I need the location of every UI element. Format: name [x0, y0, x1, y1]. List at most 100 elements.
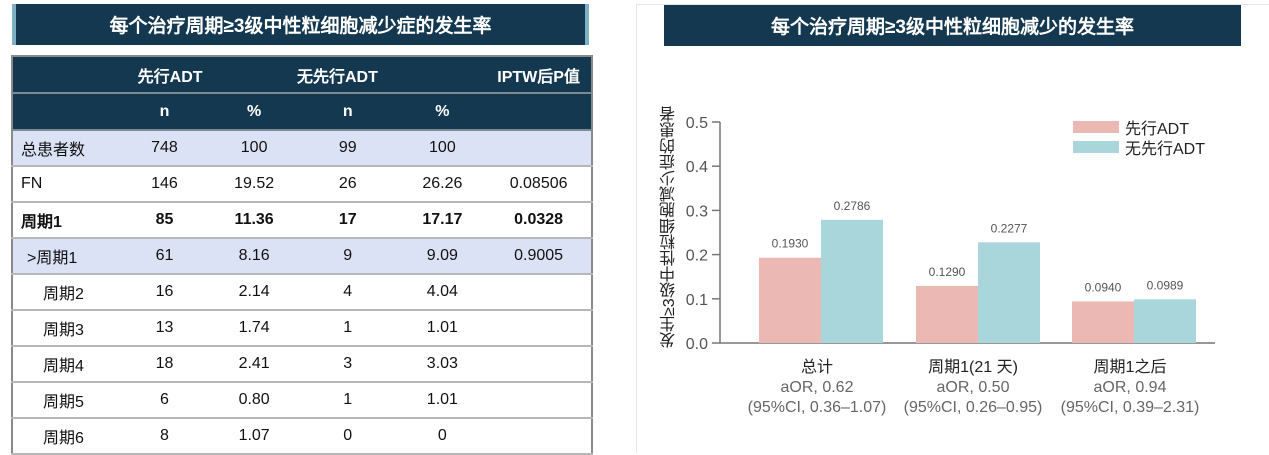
x-category-cycle1: 周期1(21 天) aOR, 0.50 (95%CI, 0.26–0.95)	[893, 358, 1053, 418]
bar-value-label: 0.0940	[1085, 280, 1122, 294]
cell-pval	[486, 274, 592, 311]
cell-n1: 16	[117, 274, 212, 311]
cell-p2: 4.04	[398, 274, 487, 311]
y-axis-label: 发生≥3级中性粒细胞减少症的患者	[661, 106, 678, 348]
cell-p2: 9.09	[398, 238, 487, 275]
bar	[821, 219, 883, 343]
cell-n2: 4	[297, 274, 399, 311]
cell-n1: 146	[117, 166, 212, 203]
cell-n1: 85	[117, 202, 212, 239]
y-tick-label: 0.1	[686, 292, 708, 309]
bar	[1072, 301, 1134, 343]
cell-p2: 26.26	[398, 166, 487, 203]
cell-n2: 1	[297, 382, 399, 419]
bar-value-label: 0.0989	[1147, 278, 1184, 292]
header-row-sub: n % n %	[12, 93, 592, 131]
bar	[759, 257, 821, 343]
subheader-n1: n	[117, 93, 212, 131]
category-ci: (95%CI, 0.36–1.07)	[747, 399, 887, 416]
cell-label: 周期6	[12, 418, 118, 455]
cell-label: 周期4	[12, 346, 118, 383]
table-row: 周期4 18 2.41 3 3.03	[12, 346, 592, 383]
legend-label: 无先行ADT	[1125, 141, 1206, 158]
category-name: 周期1(21 天)	[928, 359, 1018, 376]
chart-panel	[636, 4, 1269, 453]
cell-n2: 17	[297, 202, 399, 239]
cell-n2: 3	[297, 346, 399, 383]
header-iptw-p: IPTW后P值	[486, 56, 592, 94]
subheader-p2: %	[398, 93, 487, 131]
table-row: 总患者数 748 100 99 100	[12, 130, 592, 167]
legend-item-prior-adt: 先行ADT	[1073, 117, 1205, 138]
bar-value-label: 0.2277	[991, 221, 1028, 235]
table-row: 周期2 16 2.14 4 4.04	[12, 274, 592, 311]
cell-p2: 1.01	[398, 310, 487, 347]
cell-p1: 100	[211, 130, 297, 167]
legend-swatch-no-prior-adt	[1073, 141, 1119, 153]
y-tick-label: 0.3	[686, 203, 708, 220]
y-tick-label: 0.5	[686, 115, 708, 132]
cell-pval	[486, 382, 592, 419]
cell-label: FN	[12, 166, 118, 203]
header-row-groups: 先行ADT 无先行ADT IPTW后P值	[12, 56, 592, 94]
cell-n1: 18	[117, 346, 212, 383]
cell-pval	[486, 346, 592, 383]
category-aor: aOR, 0.94	[1093, 379, 1167, 396]
category-name: 总计	[800, 359, 833, 376]
category-aor: aOR, 0.50	[936, 379, 1010, 396]
cell-pval: 0.0328	[486, 202, 592, 239]
cell-p1: 2.41	[211, 346, 297, 383]
category-name: 周期1之后	[1093, 359, 1167, 376]
bar	[916, 285, 978, 343]
subheader-n2: n	[297, 93, 399, 131]
cell-pval: 0.9005	[486, 238, 592, 275]
bar-value-label: 0.1930	[772, 237, 809, 251]
cell-label: 周期1	[12, 202, 118, 239]
cell-p2: 1.01	[398, 382, 487, 419]
cell-pval	[486, 130, 592, 167]
cell-label: 周期3	[12, 310, 118, 347]
category-ci: (95%CI, 0.26–0.95)	[903, 399, 1043, 416]
cell-n2: 99	[297, 130, 399, 167]
cell-pval	[486, 310, 592, 347]
cell-label: >周期1	[12, 238, 118, 275]
table-row: 周期5 6 0.80 1 1.01	[12, 382, 592, 419]
cell-label: 周期5	[12, 382, 118, 419]
bar-value-label: 0.2786	[834, 199, 871, 213]
cell-n2: 9	[297, 238, 399, 275]
cell-n1: 8	[117, 418, 212, 455]
cell-p1: 19.52	[211, 166, 297, 203]
cell-p2: 100	[398, 130, 487, 167]
cell-n1: 748	[117, 130, 212, 167]
table-title: 每个治疗周期≥3级中性粒细胞减少症的发生率	[12, 4, 589, 45]
cell-label: 总患者数	[12, 130, 118, 167]
cell-p1: 0.80	[211, 382, 297, 419]
cell-pval	[486, 418, 592, 455]
x-category-after-cycle1: 周期1之后 aOR, 0.94 (95%CI, 0.39–2.31)	[1050, 358, 1210, 418]
incidence-table: 先行ADT 无先行ADT IPTW后P值 n % n % 总患者数 748 100 9…	[11, 55, 593, 455]
header-blank	[12, 56, 118, 94]
y-tick-label: 0.0	[686, 336, 708, 353]
subheader-blank	[12, 93, 118, 131]
cell-p2: 3.03	[398, 346, 487, 383]
cell-label: 周期2	[12, 274, 118, 311]
bar	[1134, 299, 1196, 343]
cell-n1: 13	[117, 310, 212, 347]
cell-p1: 1.74	[211, 310, 297, 347]
cell-n1: 6	[117, 382, 212, 419]
bar-value-label: 0.1290	[929, 265, 966, 279]
cell-p1: 11.36	[211, 202, 297, 239]
cell-p2: 17.17	[398, 202, 487, 239]
legend: 先行ADT 无先行ADT	[1073, 117, 1206, 158]
cell-pval: 0.08506	[486, 166, 592, 203]
legend-item-no-prior-adt: 无先行ADT	[1073, 137, 1206, 158]
table-row: 周期3 13 1.74 1 1.01	[12, 310, 592, 347]
y-tick-label: 0.4	[686, 159, 708, 176]
category-aor: aOR, 0.62	[780, 379, 854, 396]
legend-swatch-prior-adt	[1073, 121, 1119, 133]
header-no-prior-adt: 无先行ADT	[297, 56, 487, 94]
cell-n1: 61	[117, 238, 212, 275]
cell-p1: 1.07	[211, 418, 297, 455]
header-prior-adt: 先行ADT	[117, 56, 297, 94]
cell-n2: 26	[297, 166, 399, 203]
